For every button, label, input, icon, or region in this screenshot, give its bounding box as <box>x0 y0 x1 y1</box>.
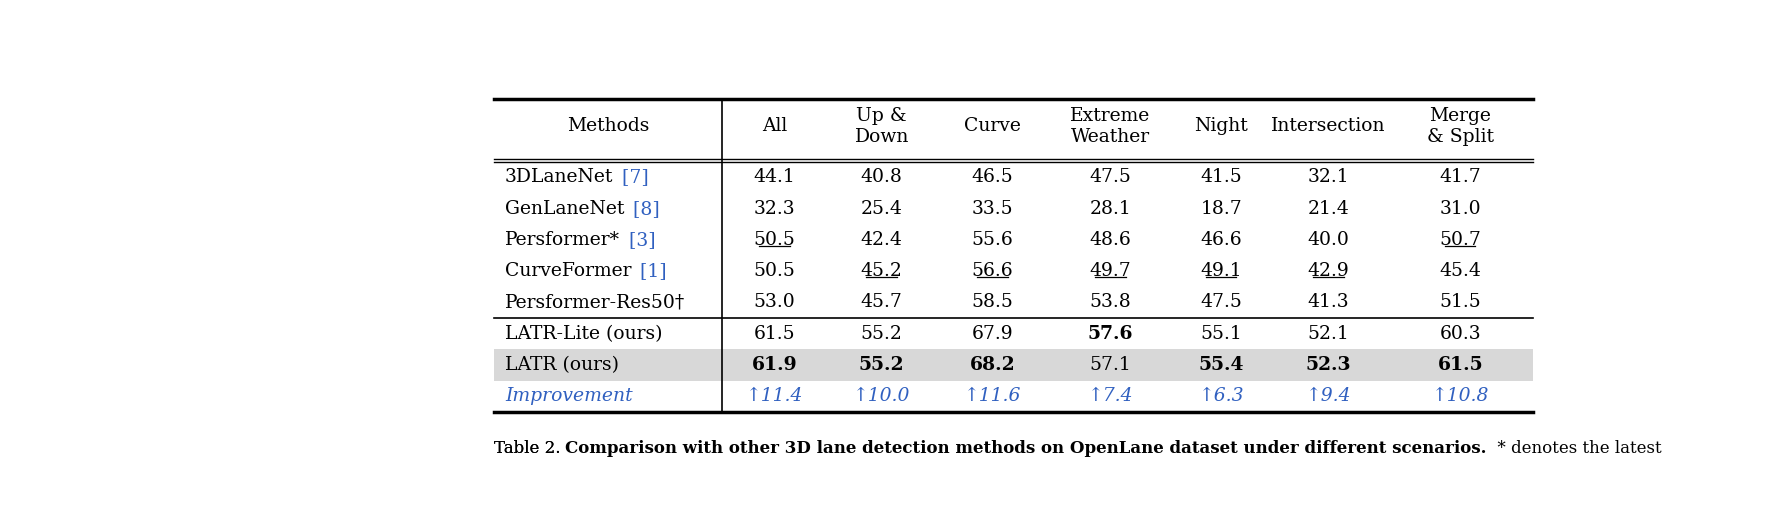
Text: 49.7: 49.7 <box>1089 262 1132 280</box>
Text: 56.6: 56.6 <box>971 262 1014 280</box>
Text: 52.3: 52.3 <box>1305 356 1352 374</box>
Text: 50.5: 50.5 <box>753 231 796 249</box>
Text: 49.1: 49.1 <box>1200 262 1243 280</box>
Text: 40.8: 40.8 <box>860 168 903 187</box>
Text: 55.4: 55.4 <box>1198 356 1244 374</box>
Text: Table 2.: Table 2. <box>493 440 565 457</box>
Text: 52.1: 52.1 <box>1307 325 1350 343</box>
Text: 42.9: 42.9 <box>1307 262 1350 280</box>
Text: 33.5: 33.5 <box>971 200 1014 217</box>
Text: 32.3: 32.3 <box>753 200 796 217</box>
Text: 41.7: 41.7 <box>1439 168 1480 187</box>
Text: Curve: Curve <box>964 117 1021 135</box>
Text: ↑6.3: ↑6.3 <box>1198 387 1244 405</box>
Text: 44.1: 44.1 <box>753 168 796 187</box>
Text: 58.5: 58.5 <box>971 293 1014 311</box>
Text: 47.5: 47.5 <box>1089 168 1132 187</box>
Text: LATR (ours): LATR (ours) <box>504 356 619 374</box>
Text: 32.1: 32.1 <box>1307 168 1350 187</box>
Text: Merge
& Split: Merge & Split <box>1427 107 1493 146</box>
Text: 48.6: 48.6 <box>1089 231 1132 249</box>
Text: Comparison with other 3D lane detection methods on OpenLane dataset under differ: Comparison with other 3D lane detection … <box>565 440 1488 457</box>
Text: Up &
Down: Up & Down <box>855 107 908 146</box>
Text: ↑11.6: ↑11.6 <box>964 387 1021 405</box>
Text: 31.0: 31.0 <box>1439 200 1480 217</box>
Text: * denotes the latest: * denotes the latest <box>1488 440 1661 457</box>
Text: Methods: Methods <box>567 117 649 135</box>
Text: 68.2: 68.2 <box>969 356 1016 374</box>
Text: 41.3: 41.3 <box>1307 293 1350 311</box>
Text: 61.9: 61.9 <box>751 356 797 374</box>
Text: 67.9: 67.9 <box>971 325 1014 343</box>
Text: Table 2.: Table 2. <box>493 440 565 457</box>
Text: [3]: [3] <box>622 231 654 249</box>
Text: 47.5: 47.5 <box>1200 293 1243 311</box>
Text: 55.6: 55.6 <box>971 231 1014 249</box>
Text: 41.5: 41.5 <box>1200 168 1243 187</box>
Text: Persformer-Res50†: Persformer-Res50† <box>504 293 685 311</box>
Text: 60.3: 60.3 <box>1439 325 1480 343</box>
Text: Persformer*: Persformer* <box>504 231 620 249</box>
Text: 53.8: 53.8 <box>1089 293 1132 311</box>
Text: 18.7: 18.7 <box>1200 200 1243 217</box>
Text: 46.5: 46.5 <box>971 168 1014 187</box>
Text: 21.4: 21.4 <box>1307 200 1350 217</box>
Text: [7]: [7] <box>615 168 649 187</box>
Text: All: All <box>762 117 787 135</box>
Text: 3DLaneNet: 3DLaneNet <box>504 168 613 187</box>
Text: ↑9.4: ↑9.4 <box>1305 387 1352 405</box>
Text: 61.5: 61.5 <box>1438 356 1482 374</box>
Text: 40.0: 40.0 <box>1307 231 1350 249</box>
Text: LATR-Lite (ours): LATR-Lite (ours) <box>504 325 662 343</box>
Text: 55.1: 55.1 <box>1200 325 1243 343</box>
Text: 25.4: 25.4 <box>860 200 903 217</box>
Text: Intersection: Intersection <box>1271 117 1386 135</box>
Text: 45.7: 45.7 <box>860 293 903 311</box>
Text: 57.6: 57.6 <box>1087 325 1134 343</box>
Text: ↑7.4: ↑7.4 <box>1087 387 1134 405</box>
Text: 50.7: 50.7 <box>1439 231 1480 249</box>
Text: [8]: [8] <box>628 200 660 217</box>
Text: 57.1: 57.1 <box>1089 356 1132 374</box>
Text: ↑10.8: ↑10.8 <box>1432 387 1489 405</box>
Text: [1]: [1] <box>635 262 667 280</box>
Text: 28.1: 28.1 <box>1089 200 1132 217</box>
Text: ↑10.0: ↑10.0 <box>853 387 910 405</box>
Text: 50.5: 50.5 <box>753 262 796 280</box>
Text: 61.5: 61.5 <box>753 325 796 343</box>
Text: 51.5: 51.5 <box>1439 293 1480 311</box>
Text: 42.4: 42.4 <box>860 231 903 249</box>
Text: Extreme
Weather: Extreme Weather <box>1071 107 1150 146</box>
Text: 46.6: 46.6 <box>1200 231 1243 249</box>
Text: 55.2: 55.2 <box>860 325 903 343</box>
Text: 45.2: 45.2 <box>860 262 903 280</box>
Text: 53.0: 53.0 <box>753 293 796 311</box>
Text: GenLaneNet: GenLaneNet <box>504 200 624 217</box>
Text: Improvement: Improvement <box>504 387 633 405</box>
Text: ↑11.4: ↑11.4 <box>746 387 803 405</box>
Text: Night: Night <box>1194 117 1248 135</box>
Text: 45.4: 45.4 <box>1439 262 1480 280</box>
Text: 55.2: 55.2 <box>858 356 905 374</box>
Bar <box>493 350 1532 380</box>
Text: CurveFormer: CurveFormer <box>504 262 631 280</box>
